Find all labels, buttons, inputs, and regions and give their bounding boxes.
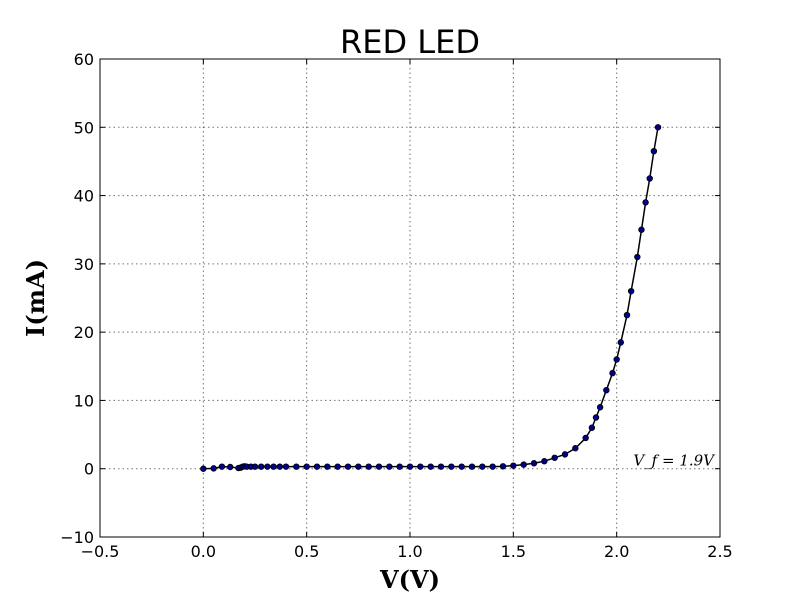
data-point [520, 461, 527, 468]
data-point [210, 465, 217, 472]
data-point [623, 311, 631, 319]
data-point [617, 339, 624, 346]
ticks: −0.5 0.0 0.5 1.0 1.5 2.0 2.5 −10 0 10 20 30 40 50 60 [60, 50, 732, 561]
data-point [303, 463, 310, 470]
data-point [270, 463, 277, 470]
data-point [530, 460, 538, 467]
x-tick-label: 2.5 [707, 542, 732, 561]
data-point [642, 199, 649, 206]
data-point [427, 463, 434, 470]
y-tick-label: 0 [84, 460, 94, 479]
data-point [313, 463, 321, 470]
data-point [468, 463, 476, 470]
data-point [282, 463, 290, 470]
data-point [365, 463, 372, 470]
data-point [613, 356, 620, 363]
data-point [582, 434, 589, 442]
data-point [417, 463, 424, 470]
data-point [489, 463, 496, 470]
data-point [276, 463, 283, 470]
data-point [551, 454, 558, 461]
chart-title: RED LED [340, 23, 480, 61]
data-point [226, 463, 234, 471]
x-axis-label: V(V) [379, 565, 440, 594]
data-point [499, 463, 507, 470]
y-tick-label: 10 [74, 391, 94, 410]
data-point [561, 451, 569, 458]
y-axis-label: I(mA) [21, 259, 50, 337]
y-tick-label: 20 [74, 323, 94, 342]
y-tick-label: 30 [74, 255, 94, 274]
data-point [258, 463, 265, 470]
series-line [203, 127, 659, 470]
data-point [344, 463, 352, 470]
data-point [200, 465, 207, 472]
data-point [627, 287, 635, 295]
data-point [650, 147, 658, 155]
y-tick-label: −10 [60, 528, 94, 547]
data-point [592, 414, 600, 421]
data-point [479, 463, 486, 470]
data-point [510, 462, 517, 469]
y-tick-label: 40 [74, 187, 94, 206]
data-point [646, 175, 653, 182]
data-point [541, 458, 548, 465]
data-point [324, 463, 331, 470]
x-tick-label: 1.5 [501, 542, 526, 561]
y-tick-label: 50 [74, 118, 94, 137]
data-point [264, 463, 271, 470]
data-point [375, 463, 383, 470]
series [200, 124, 662, 472]
annotation-vf: V_f = 1.9V [633, 451, 716, 469]
data-point [634, 253, 641, 261]
x-tick-label: −0.5 [81, 542, 120, 561]
data-point [603, 386, 610, 394]
data-point [654, 124, 662, 131]
data-point [251, 463, 259, 470]
data-point [218, 463, 226, 470]
data-point [406, 463, 414, 470]
y-tick-label: 60 [74, 50, 94, 69]
data-point [638, 226, 645, 233]
x-tick-label: 1.0 [397, 542, 422, 561]
x-tick-label: 2.0 [604, 542, 629, 561]
data-point [596, 404, 604, 411]
data-point [609, 369, 616, 377]
data-point [572, 445, 579, 452]
data-point [448, 463, 455, 470]
data-point [588, 424, 596, 431]
data-point [293, 463, 300, 470]
data-point [437, 463, 445, 470]
data-point [458, 463, 465, 470]
x-tick-label: 0.5 [294, 542, 319, 561]
data-point [334, 463, 341, 470]
data-point [396, 463, 403, 470]
data-point [386, 463, 393, 470]
data-point [355, 463, 362, 470]
x-tick-label: 0.0 [191, 542, 216, 561]
